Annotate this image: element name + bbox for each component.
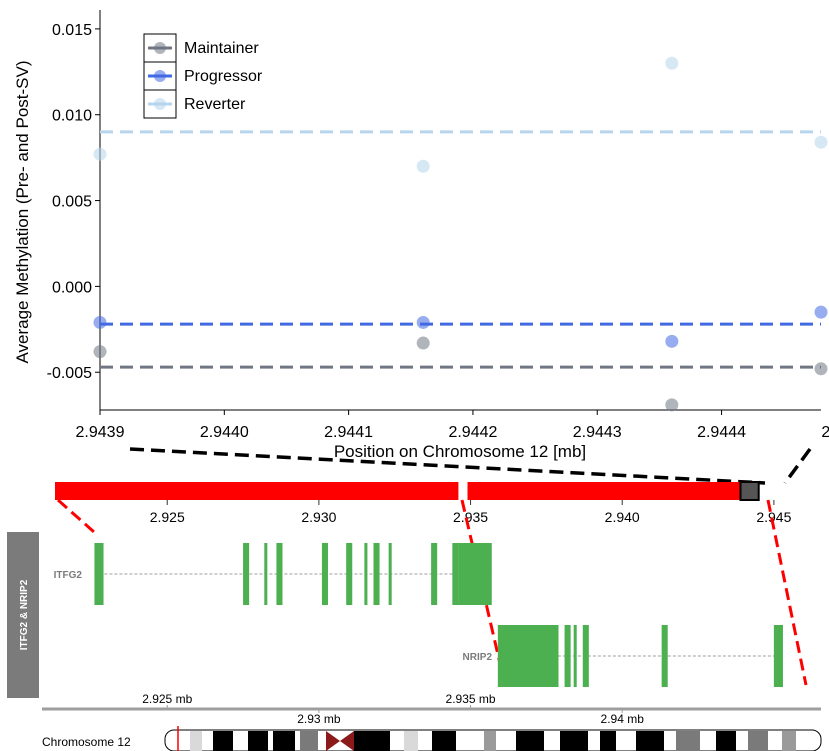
gene-label-itfg2: ITFG2 [54,570,83,581]
gene-label-nrip2: NRIP2 [463,652,493,663]
y-tick-label: 0.005 [52,194,92,211]
point-progressor [665,334,679,348]
zoom-connector-lines [129,447,812,485]
genome-axis-label: 2.935 mb [446,692,496,706]
track-label-panel [7,532,39,698]
exon-itfg2 [321,543,328,605]
sv-tick-label: 2.945 [756,509,791,525]
exon-itfg2 [264,543,268,605]
band [676,731,700,751]
band [600,731,616,751]
exon-nrip2 [661,625,668,687]
legend-dot-maintainer [154,42,166,54]
y-tick-label: 0.000 [52,279,92,296]
x-tick-label: 2.9440 [200,424,249,441]
zoom-connector-left [129,447,766,485]
band [190,731,202,751]
band [273,731,295,751]
exon-itfg2 [364,543,368,605]
methylation-scatter-plot: -0.005 0.000 0.005 0.010 0.015 2.9439 2.9440 2… [13,10,829,461]
point-progressor [814,305,828,319]
point-maintainer [665,398,679,412]
band [516,731,544,751]
x-tick-label: 2.9443 [573,424,622,441]
legend-dot-reverter [154,98,166,110]
sv-segment [55,482,459,500]
sv-tick-label: 2.930 [301,509,336,525]
legend-label-maintainer: Maintainer [184,40,259,57]
genome-axis-label: 2.93 mb [297,712,341,726]
exon-itfg2 [373,543,380,605]
sv-tick-label: 2.940 [605,509,640,525]
point-progressor [93,315,107,329]
point-maintainer [814,362,828,376]
zoom-highlight-box [739,481,760,501]
band [560,731,588,751]
band [300,731,318,751]
band [354,731,390,751]
y-axis-label: Average Methylation (Pre- and Post-SV) [13,61,32,364]
exon-nrip2 [497,625,559,687]
band [248,731,268,751]
band [404,731,418,751]
band [213,731,233,751]
genome-axis-label: 2.925 mb [142,692,192,706]
legend-label-progressor: Progressor [184,68,263,85]
point-reverter [814,135,828,149]
point-reverter [416,159,430,173]
gene-track: ITFG2 & NRIP2 ITFG2 NRIP2 [7,532,783,698]
exon-itfg2 [431,543,438,605]
gene-connector-right [766,499,808,686]
x-tick-label: 2.9441 [324,424,373,441]
gene-connector-left [57,498,95,534]
exon-itfg2 [276,543,283,605]
chromosome-label: Chromosome 12 [42,735,131,749]
sv-tick-label: 2.935 [453,509,488,525]
x-tick-label: 2.9442 [448,424,497,441]
legend-label-reverter: Reverter [184,96,246,113]
y-tick-label: 0.010 [52,108,92,125]
x-tick-label: 2.9444 [697,424,746,441]
legend-dot-progressor [154,70,166,82]
band [432,731,456,751]
exon-itfg2 [346,543,353,605]
exon-itfg2 [458,543,492,605]
legend: Maintainer Progressor Reverter [143,33,263,119]
sv-tick-label: 2.925 [150,509,185,525]
y-tick-label: -0.005 [47,365,92,382]
genome-axis-label: 2.94 mb [601,712,645,726]
sv-region-bar: 2.925 2.930 2.935 2.940 2.945 [55,481,792,525]
point-progressor [416,315,430,329]
track-label: ITFG2 & NRIP2 [19,579,30,650]
point-reverter [665,56,679,70]
ideogram-bands [190,731,796,751]
band [636,731,664,751]
zoom-connector-right [783,447,812,485]
point-maintainer [93,345,107,359]
sv-segment [467,482,741,500]
genome-coordinate-axis: 2.925 mb 2.93 mb 2.935 mb 2.94 mb [42,692,821,726]
exon-nrip2 [564,625,571,687]
exon-nrip2 [582,625,589,687]
band [484,731,496,751]
x-tick-label: 2.9445 [821,424,829,441]
centromere [326,731,354,751]
exon-nrip2 [573,625,577,687]
y-tick-label: 0.015 [52,22,92,39]
exon-itfg2 [452,543,459,605]
band [748,731,768,751]
band [716,731,736,751]
exon-itfg2 [388,543,392,605]
band [782,731,796,751]
x-axis-label: Position on Chromosome 12 [mb] [334,442,586,461]
point-reverter [93,147,107,161]
exon-nrip2 [773,625,783,687]
point-maintainer [416,336,430,350]
x-tick-label: 2.9439 [76,424,125,441]
exon-itfg2 [94,543,104,605]
chromosome-ideogram: Chromosome 12 [42,726,822,751]
exon-itfg2 [243,543,250,605]
